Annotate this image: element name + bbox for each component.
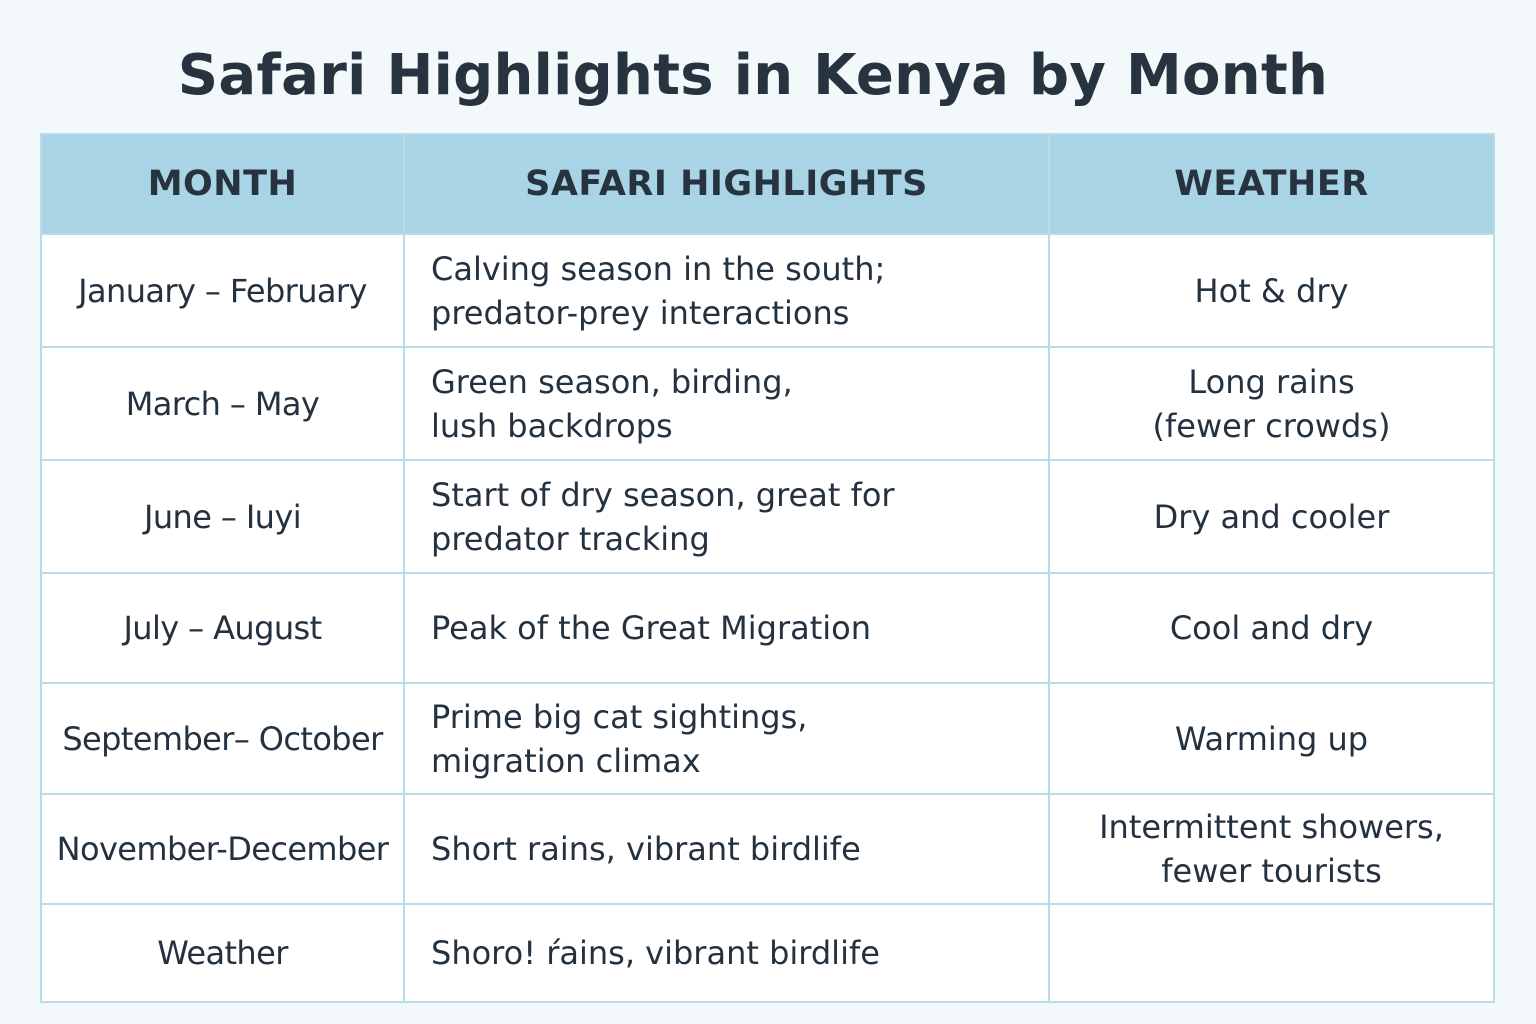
table-row: March – May Green season, birding, lush … [40, 346, 1495, 461]
table-row: September– October Prime big cat sightin… [40, 682, 1495, 795]
highlights-text: Short rains, vibrant birdlife [431, 830, 861, 868]
weather-cell: Warming up [1048, 682, 1495, 795]
weather-cell: Dry and cooler [1048, 459, 1495, 574]
page-title: Safari Highlights in Kenya by Month [177, 43, 1329, 108]
highlights-text: Peak of the Great Migration [431, 609, 871, 647]
weather-text: Warming up [1174, 719, 1369, 758]
weather-text: Long rains (fewer crowds) [1152, 362, 1391, 445]
month-cell: January – February [40, 233, 405, 348]
weather-cell: Intermittent showers, fewer tourists [1048, 793, 1495, 905]
weather-cell [1048, 903, 1495, 1003]
table-header-row: MONTH SAFARI HIGHLIGHTS WEATHER [40, 133, 1495, 235]
weather-text: Hot & dry [1194, 271, 1349, 310]
month-text: January – February [78, 271, 367, 310]
highlights-cell: Green season, birding, lush backdrops [403, 346, 1050, 461]
weather-cell: Long rains (fewer crowds) [1048, 346, 1495, 461]
month-text: September– October [62, 719, 383, 758]
month-text: July – August [123, 609, 322, 647]
table-row: January – February Calving season in the… [40, 233, 1495, 348]
month-cell: June – Iuyi [40, 459, 405, 574]
month-text: Weather [157, 934, 288, 972]
highlights-cell: Prime big cat sightings, migration clima… [403, 682, 1050, 795]
highlights-text: Green season, birding, lush backdrops [431, 362, 793, 445]
table-row: June – Iuyi Start of dry season, great f… [40, 459, 1495, 574]
weather-cell: Hot & dry [1048, 233, 1495, 348]
table-row: Weather Shoro! ŕains, vibrant birdlife [40, 903, 1495, 1003]
safari-table: MONTH SAFARI HIGHLIGHTS WEATHER January … [40, 133, 1495, 1003]
highlights-cell: Shoro! ŕains, vibrant birdlife [403, 903, 1050, 1003]
weather-cell: Cool and dry [1048, 572, 1495, 684]
month-cell: March – May [40, 346, 405, 461]
highlights-cell: Short rains, vibrant birdlife [403, 793, 1050, 905]
column-header-weather: WEATHER [1048, 133, 1495, 235]
table-row: November-December Short rains, vibrant b… [40, 793, 1495, 905]
table-row: July – August Peak of the Great Migratio… [40, 572, 1495, 684]
month-text: June – Iuyi [144, 497, 302, 536]
highlights-cell: Calving season in the south; predator-pr… [403, 233, 1050, 348]
weather-text: Dry and cooler [1153, 497, 1390, 536]
highlights-text: Prime big cat sightings, migration clima… [431, 697, 808, 780]
month-cell: Weather [40, 903, 405, 1003]
weather-text: Intermittent showers, fewer tourists [1099, 808, 1444, 890]
highlights-cell: Start of dry season, great for predator … [403, 459, 1050, 574]
month-cell: November-December [40, 793, 405, 905]
weather-text: Cool and dry [1169, 609, 1374, 647]
month-cell: July – August [40, 572, 405, 684]
month-cell: September– October [40, 682, 405, 795]
highlights-text: Shoro! ŕains, vibrant birdlife [431, 934, 880, 972]
highlights-text: Calving season in the south; predator-pr… [431, 249, 886, 332]
highlights-text: Start of dry season, great for predator … [431, 475, 895, 558]
month-text: March – May [125, 384, 320, 423]
highlights-cell: Peak of the Great Migration [403, 572, 1050, 684]
column-header-safari-highlights: SAFARI HIGHLIGHTS [403, 133, 1050, 235]
column-header-month: MONTH [40, 133, 405, 235]
month-text: November-December [56, 830, 389, 868]
